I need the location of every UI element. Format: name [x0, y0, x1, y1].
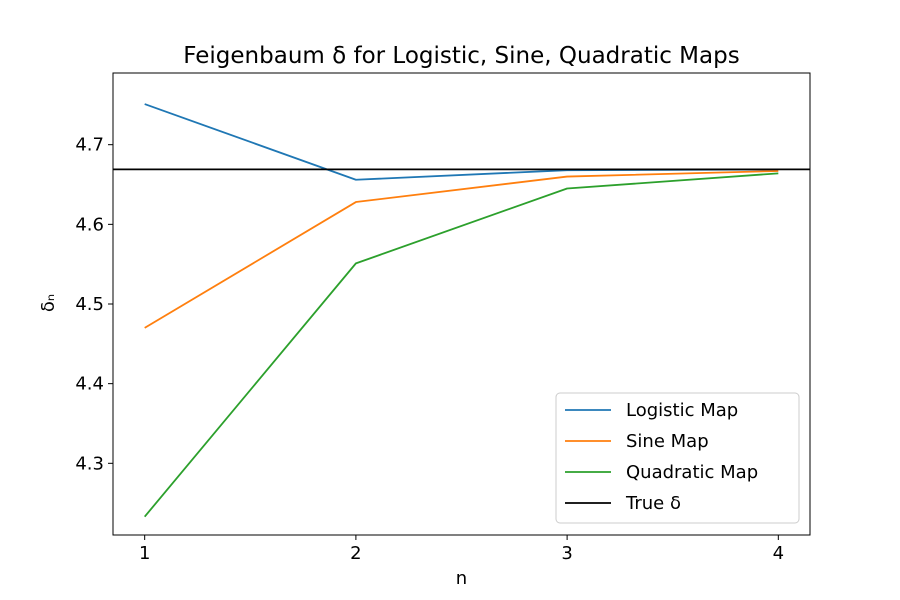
- y-tick-label: 4.3: [75, 453, 104, 474]
- legend-label: Quadratic Map: [626, 462, 758, 483]
- y-tick-label: 4.7: [75, 135, 104, 156]
- legend: Logistic Map Sine Map Quadratic Map True δ: [555, 392, 800, 524]
- y-axis: 4.3 4.4 4.5 4.6 4.7: [75, 135, 113, 474]
- legend-label: True δ: [625, 493, 681, 514]
- x-tick-label: 4: [773, 543, 784, 564]
- y-tick-label: 4.6: [75, 214, 104, 235]
- legend-label: Sine Map: [626, 431, 709, 452]
- x-tick-label: 3: [561, 543, 572, 564]
- chart-title: Feigenbaum δ for Logistic, Sine, Quadrat…: [183, 43, 739, 69]
- y-tick-label: 4.4: [75, 374, 104, 395]
- legend-label: Logistic Map: [626, 400, 738, 421]
- x-tick-label: 2: [350, 543, 361, 564]
- plot-area: [112, 72, 811, 536]
- y-axis-label: δₙ: [38, 294, 59, 312]
- x-tick-label: 1: [139, 543, 150, 564]
- series-line-sine-map: [144, 170, 779, 329]
- series-line-quadratic-map: [143, 172, 779, 518]
- x-axis-label: n: [456, 568, 467, 589]
- y-tick-label: 4.5: [75, 294, 104, 315]
- x-axis: 1 2 3 4: [139, 535, 784, 564]
- legend-box: [555, 392, 800, 524]
